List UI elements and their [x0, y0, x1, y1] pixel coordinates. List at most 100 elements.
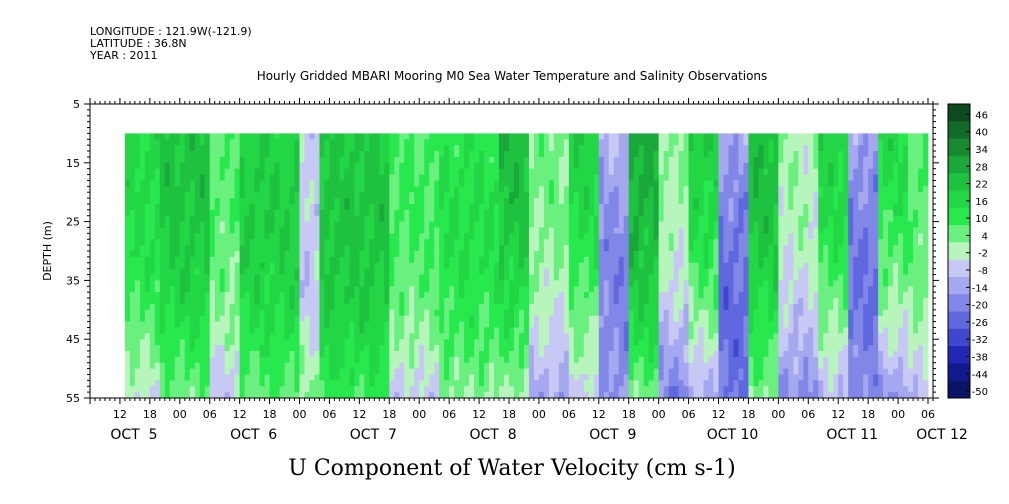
heatmap-cell [424, 215, 430, 222]
heatmap-cell [224, 227, 231, 234]
heatmap-cell [523, 345, 530, 352]
heatmap-cell [499, 162, 505, 170]
heatmap-cell [184, 280, 191, 287]
heatmap-cell [299, 239, 305, 246]
heatmap-cell [339, 180, 345, 187]
heatmap-cell [593, 233, 600, 240]
heatmap-cell [269, 303, 275, 311]
heatmap-cell [528, 215, 535, 222]
heatmap-cell [528, 251, 535, 258]
heatmap-cell [169, 274, 176, 281]
heatmap-cell [319, 286, 325, 293]
heatmap-cell [244, 198, 251, 205]
heatmap-cell [484, 186, 490, 193]
heatmap-cell [314, 321, 320, 328]
heatmap-cell [219, 180, 226, 187]
heatmap-cell [494, 309, 500, 317]
heatmap-cell [494, 162, 500, 170]
heatmap-cell [454, 162, 460, 170]
heatmap-cell [174, 133, 181, 140]
heatmap-cell [329, 339, 335, 346]
heatmap-cell [404, 156, 410, 164]
heatmap-cell [518, 233, 525, 240]
heatmap-cell [563, 274, 570, 281]
heatmap-cell [499, 227, 505, 234]
heatmap-cell [299, 315, 305, 322]
heatmap-cell [613, 280, 620, 287]
heatmap-cell [419, 339, 425, 346]
heatmap-cell [578, 198, 585, 205]
heatmap-cell [254, 309, 260, 317]
heatmap-cell [424, 133, 430, 140]
heatmap-cell [374, 198, 380, 205]
heatmap-cell [339, 339, 345, 346]
heatmap-cell [334, 203, 340, 211]
heatmap-cell [124, 174, 131, 181]
heatmap-cell [429, 268, 435, 275]
heatmap-cell [214, 215, 221, 222]
heatmap-cell [219, 245, 226, 252]
heatmap-cell [364, 156, 370, 164]
heatmap-cell [548, 309, 555, 317]
heatmap-cell [424, 162, 430, 170]
heatmap-cell [364, 168, 370, 175]
heatmap-cell [354, 374, 360, 381]
heatmap-cell [154, 292, 161, 299]
heatmap-cell [518, 151, 525, 158]
heatmap-cell [164, 151, 171, 158]
heatmap-cell [573, 145, 580, 152]
heatmap-cell [254, 245, 260, 252]
heatmap-cell [259, 392, 265, 399]
heatmap-cell [364, 380, 370, 387]
heatmap-cell [454, 315, 460, 322]
heatmap-cell [339, 139, 345, 146]
heatmap-cell [643, 209, 650, 217]
heatmap-cell [439, 233, 445, 240]
heatmap-cell [479, 268, 485, 275]
heatmap-cell [533, 380, 540, 387]
heatmap-cell [499, 145, 505, 152]
heatmap-cell [359, 145, 365, 152]
heatmap-cell [209, 186, 216, 193]
heatmap-cell [249, 374, 256, 381]
heatmap-cell [139, 262, 146, 270]
heatmap-cell [399, 321, 405, 328]
heatmap-cell [489, 192, 495, 199]
heatmap-cell [633, 156, 640, 164]
heatmap-cell [608, 362, 615, 369]
heatmap-cell [304, 215, 310, 222]
heatmap-cell [608, 339, 615, 346]
heatmap-cell [538, 192, 545, 199]
heatmap-cell [279, 333, 285, 340]
heatmap-cell [563, 168, 570, 175]
heatmap-cell [139, 256, 146, 264]
heatmap-cell [154, 268, 161, 275]
heatmap-cell [633, 298, 640, 305]
heatmap-cell [374, 151, 380, 158]
heatmap-cell [344, 274, 350, 281]
heatmap-cell [668, 333, 675, 340]
heatmap-cell [509, 280, 515, 287]
heatmap-cell [528, 380, 535, 387]
heatmap-cell [494, 245, 500, 252]
heatmap-cell [454, 251, 460, 258]
heatmap-cell [344, 286, 350, 293]
heatmap-cell [653, 345, 660, 352]
heatmap-cell [489, 327, 495, 334]
heatmap-cell [399, 174, 405, 181]
heatmap-cell [274, 198, 280, 205]
heatmap-cell [538, 168, 545, 175]
heatmap-cell [613, 356, 620, 364]
heatmap-cell [673, 245, 680, 252]
heatmap-cell [314, 286, 320, 293]
heatmap-cell [454, 186, 460, 193]
heatmap-cell [364, 274, 370, 281]
heatmap-cell [489, 262, 495, 270]
heatmap-cell [623, 239, 630, 246]
chart-title: Hourly Gridded MBARI Mooring M0 Sea Wate… [257, 69, 768, 83]
heatmap-cell [299, 227, 305, 234]
heatmap-cell [149, 168, 156, 175]
heatmap-cell [199, 221, 206, 228]
heatmap-cell [479, 386, 485, 393]
heatmap-cell [598, 333, 605, 340]
